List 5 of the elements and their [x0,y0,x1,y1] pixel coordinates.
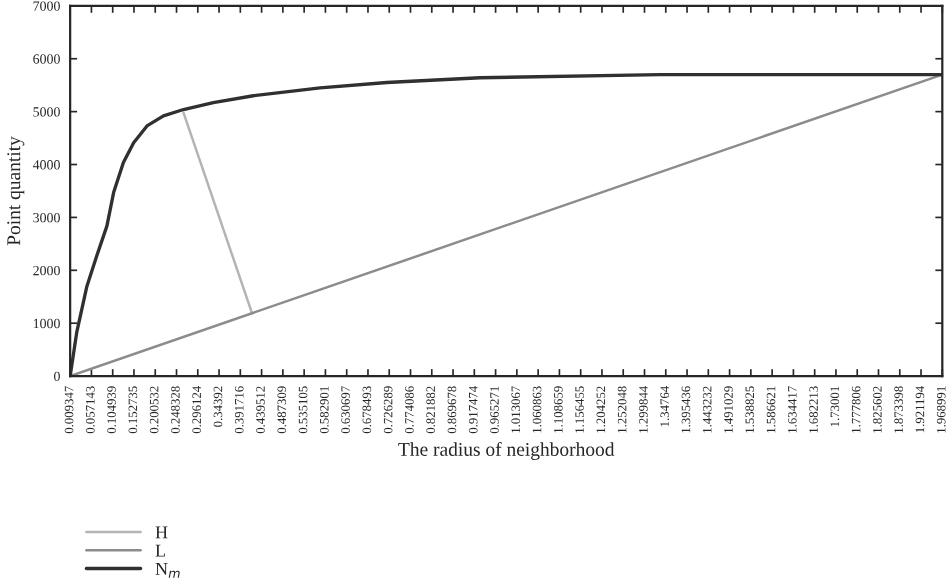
x-axis-title: The radius of neighborhood [398,442,615,460]
legend-label: L [155,544,165,557]
legend-label: H [155,526,168,539]
y-axis-title: Point quantity [7,136,25,246]
legend-label: N$_{m}$ [155,562,180,578]
